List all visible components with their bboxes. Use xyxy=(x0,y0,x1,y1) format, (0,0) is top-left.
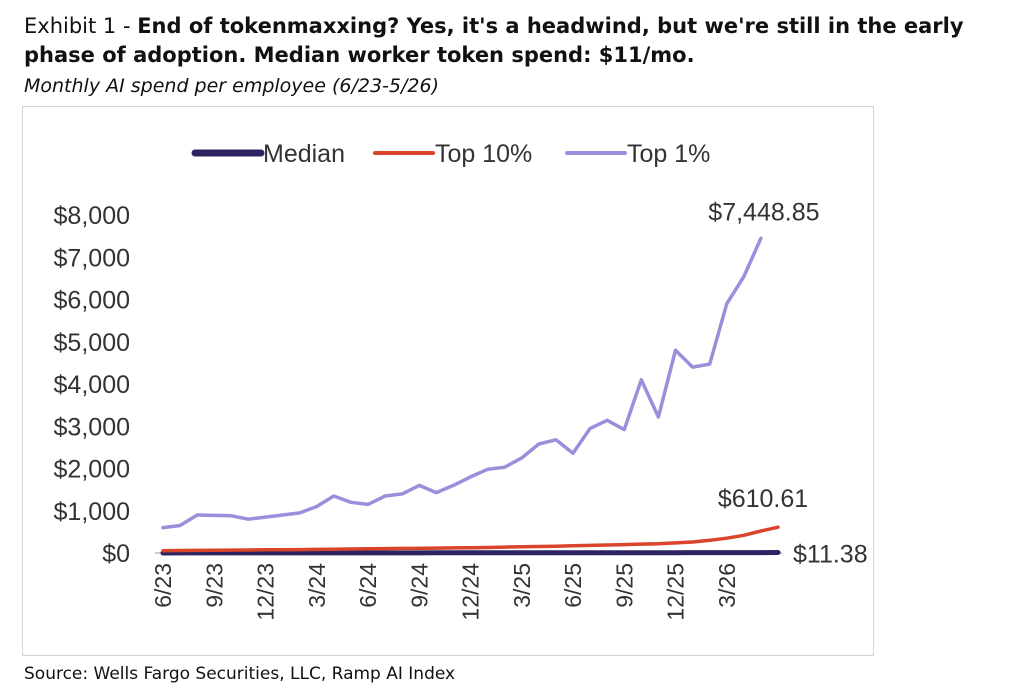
x-tick-label: 9/25 xyxy=(611,563,637,608)
y-tick-label: $2,000 xyxy=(54,456,130,484)
end-label-top-1-: $7,448.85 xyxy=(708,198,819,226)
x-tick-label: 12/24 xyxy=(458,563,484,621)
end-label-top-10-: $610.61 xyxy=(718,485,808,513)
x-tick-label: 3/25 xyxy=(509,563,535,608)
y-tick-label: $1,000 xyxy=(54,498,130,526)
exhibit-label: Exhibit 1 - xyxy=(24,14,138,38)
series-line-median xyxy=(160,550,781,556)
x-tick-label: 6/24 xyxy=(355,563,381,608)
x-tick-label: 3/24 xyxy=(304,563,330,608)
x-tick-label: 6/23 xyxy=(150,563,176,608)
chart-header: Exhibit 1 - End of tokenmaxxing? Yes, it… xyxy=(24,12,1009,100)
x-tick-label: 12/23 xyxy=(253,563,279,621)
chart-subtitle: Monthly AI spend per employee (6/23-5/26… xyxy=(24,75,439,97)
y-tick-label: $0 xyxy=(102,540,130,568)
y-tick-label: $4,000 xyxy=(54,371,130,399)
x-tick-label: 9/24 xyxy=(406,563,432,608)
y-tick-label: $7,000 xyxy=(54,244,130,272)
series-line-top-10- xyxy=(161,525,780,553)
legend-label: Median xyxy=(263,140,345,168)
y-tick-label: $8,000 xyxy=(54,202,130,230)
x-tick-label: 3/26 xyxy=(714,563,740,608)
legend-label: Top 10% xyxy=(435,140,532,168)
x-tick-label: 9/23 xyxy=(201,563,227,608)
chart-frame: $0 $1,000 $2,000 $3,000 $4,000 $5,000 $6,000 $7… xyxy=(22,106,874,656)
headline: End of tokenmaxxing? Yes, it's a headwin… xyxy=(24,14,964,67)
x-tick-label: 12/25 xyxy=(663,563,689,621)
end-label-median: $11.38 xyxy=(793,541,868,569)
x-tick-label: 6/25 xyxy=(560,563,586,608)
source-note: Source: Wells Fargo Securities, LLC, Ram… xyxy=(24,664,456,684)
chart-title: Exhibit 1 - End of tokenmaxxing? Yes, it… xyxy=(24,12,1009,70)
y-tick-label: $5,000 xyxy=(54,329,130,357)
line-chart: $0 $1,000 $2,000 $3,000 $4,000 $5,000 $6,000 $7… xyxy=(54,140,868,621)
series-line-top-1- xyxy=(161,236,763,530)
legend-label: Top 1% xyxy=(627,140,710,168)
y-tick-label: $6,000 xyxy=(54,287,130,315)
y-tick-label: $3,000 xyxy=(54,413,130,441)
